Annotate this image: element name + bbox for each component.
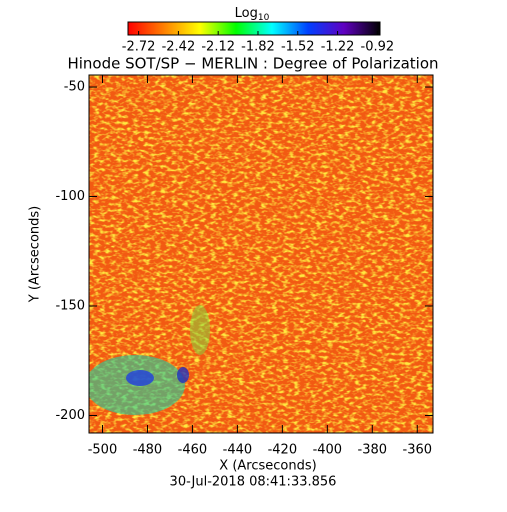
chart-title: Hinode SOT/SP − MERLIN : Degree of Polar… bbox=[67, 55, 438, 73]
x-tick-label: -420 bbox=[268, 443, 298, 458]
image-region bbox=[190, 305, 210, 355]
plot-frame bbox=[88, 74, 434, 434]
x-tick-label: -460 bbox=[178, 443, 208, 458]
colorbar-tick-label: -2.42 bbox=[162, 40, 196, 55]
colorbar-tick-label: -1.52 bbox=[281, 40, 315, 55]
x-axis-label: X (Arcseconds) bbox=[219, 459, 316, 474]
colorbar-title-text: Log bbox=[235, 6, 258, 21]
image bbox=[89, 75, 433, 433]
y-tick-label: -150 bbox=[55, 299, 85, 314]
y-tick-label: -50 bbox=[64, 80, 85, 95]
x-tick-label: -500 bbox=[88, 443, 118, 458]
colorbar-title-subscript: 10 bbox=[258, 13, 270, 23]
colorbar-tick-label: -1.82 bbox=[241, 40, 275, 55]
x-tick-label: -380 bbox=[358, 443, 388, 458]
x-tick-label: -480 bbox=[133, 443, 163, 458]
y-tick-label: -100 bbox=[55, 189, 85, 204]
colorbar-tick-label: -2.12 bbox=[201, 40, 235, 55]
x-tick-label: -360 bbox=[403, 443, 433, 458]
footer: 30-Jul-2018 08:41:33.856 bbox=[170, 475, 337, 490]
x-tick-label: -440 bbox=[223, 443, 253, 458]
y-axis-label: Y (Arcseconds) bbox=[28, 206, 43, 303]
image-region bbox=[177, 367, 189, 383]
colorbar bbox=[127, 21, 381, 36]
colorbar-tick-label: -1.22 bbox=[321, 40, 355, 55]
colorbar-tick-label: -0.92 bbox=[361, 40, 395, 55]
x-tick-label: -400 bbox=[313, 443, 343, 458]
colorbar-title: Log10 bbox=[235, 6, 270, 23]
y-tick-label: -200 bbox=[55, 408, 85, 423]
colorbar-tick-label: -2.72 bbox=[122, 40, 156, 55]
image-region bbox=[126, 370, 154, 386]
